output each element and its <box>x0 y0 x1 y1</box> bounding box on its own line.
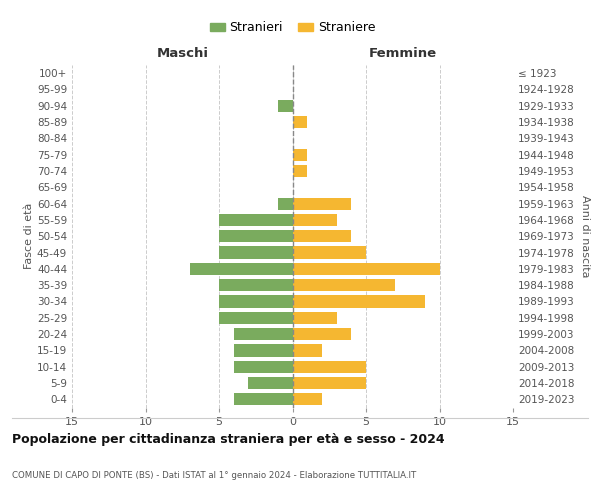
Legend: Stranieri, Straniere: Stranieri, Straniere <box>205 16 380 40</box>
Bar <box>219 214 293 226</box>
Y-axis label: Fasce di età: Fasce di età <box>24 203 34 270</box>
Text: Femmine: Femmine <box>368 47 437 60</box>
Bar <box>219 296 293 308</box>
Bar <box>234 360 293 373</box>
Bar <box>293 263 439 275</box>
Bar <box>293 214 337 226</box>
Bar <box>234 393 293 406</box>
Bar <box>219 230 293 242</box>
Bar <box>293 116 307 128</box>
Bar <box>293 246 366 258</box>
Bar <box>293 165 307 177</box>
Bar <box>278 198 293 209</box>
Text: COMUNE DI CAPO DI PONTE (BS) - Dati ISTAT al 1° gennaio 2024 - Elaborazione TUTT: COMUNE DI CAPO DI PONTE (BS) - Dati ISTA… <box>12 470 416 480</box>
Bar <box>278 100 293 112</box>
Bar <box>293 148 307 161</box>
Bar <box>219 279 293 291</box>
Bar <box>293 230 352 242</box>
Bar <box>293 393 322 406</box>
Bar <box>219 312 293 324</box>
Bar <box>293 377 366 389</box>
Bar <box>293 328 352 340</box>
Bar <box>293 344 322 356</box>
Bar <box>190 263 293 275</box>
Bar <box>219 246 293 258</box>
Bar <box>293 198 352 209</box>
Text: Maschi: Maschi <box>156 47 208 60</box>
Text: Popolazione per cittadinanza straniera per età e sesso - 2024: Popolazione per cittadinanza straniera p… <box>12 432 445 446</box>
Bar <box>234 328 293 340</box>
Y-axis label: Anni di nascita: Anni di nascita <box>580 195 590 278</box>
Bar <box>293 312 337 324</box>
Bar <box>293 279 395 291</box>
Bar <box>293 296 425 308</box>
Bar <box>234 344 293 356</box>
Bar <box>293 360 366 373</box>
Bar <box>248 377 293 389</box>
